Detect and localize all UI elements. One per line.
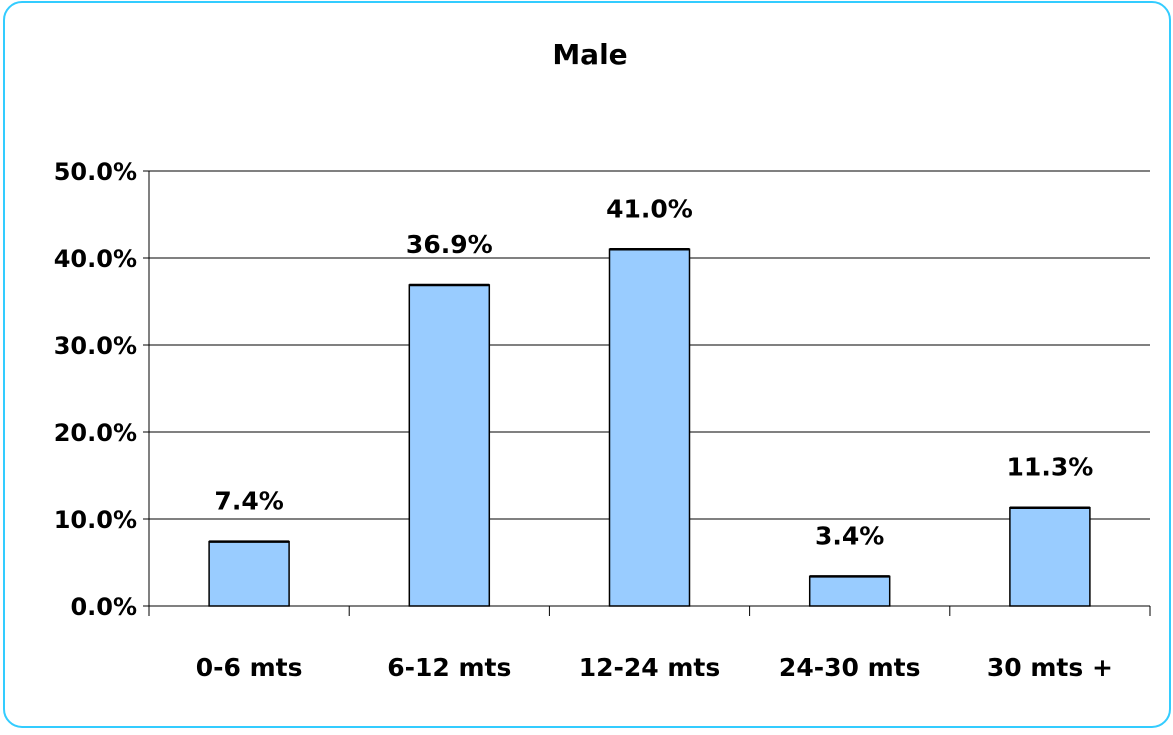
- data-label: 3.4%: [815, 521, 884, 550]
- bar-30-mts: [1009, 506, 1091, 607]
- y-tick-label: 50.0%: [54, 158, 137, 186]
- labels: 0.0% 10.0% 20.0% 30.0% 40.0% 50.0% 7.4% 0-6 mts…: [54, 158, 1113, 682]
- data-label: 41.0%: [606, 194, 693, 223]
- chart-title: Male: [552, 38, 628, 71]
- data-label: 7.4%: [214, 487, 283, 516]
- data-label: 36.9%: [406, 230, 493, 259]
- bars: [208, 248, 1091, 607]
- x-tick-label: 6-12 mts: [387, 653, 511, 682]
- bar-24-30-mts: [808, 575, 891, 607]
- x-tick-label: 24-30 mts: [779, 653, 921, 682]
- bar-12-24-mts: [608, 248, 691, 607]
- y-tick-label: 20.0%: [54, 419, 137, 447]
- x-tick-label: 0-6 mts: [196, 653, 303, 682]
- x-tick-label: 12-24 mts: [579, 653, 721, 682]
- data-label: 11.3%: [1007, 453, 1094, 482]
- y-tick-label: 10.0%: [54, 506, 137, 534]
- x-tick-label: 30 mts +: [987, 653, 1113, 682]
- y-tick-label: 40.0%: [54, 245, 137, 273]
- y-tick-label: 30.0%: [54, 332, 137, 360]
- y-tick-label: 0.0%: [70, 593, 137, 621]
- bar-0-6-mts: [208, 540, 290, 607]
- bar-6-12-mts: [408, 284, 491, 607]
- axes: [143, 170, 1151, 616]
